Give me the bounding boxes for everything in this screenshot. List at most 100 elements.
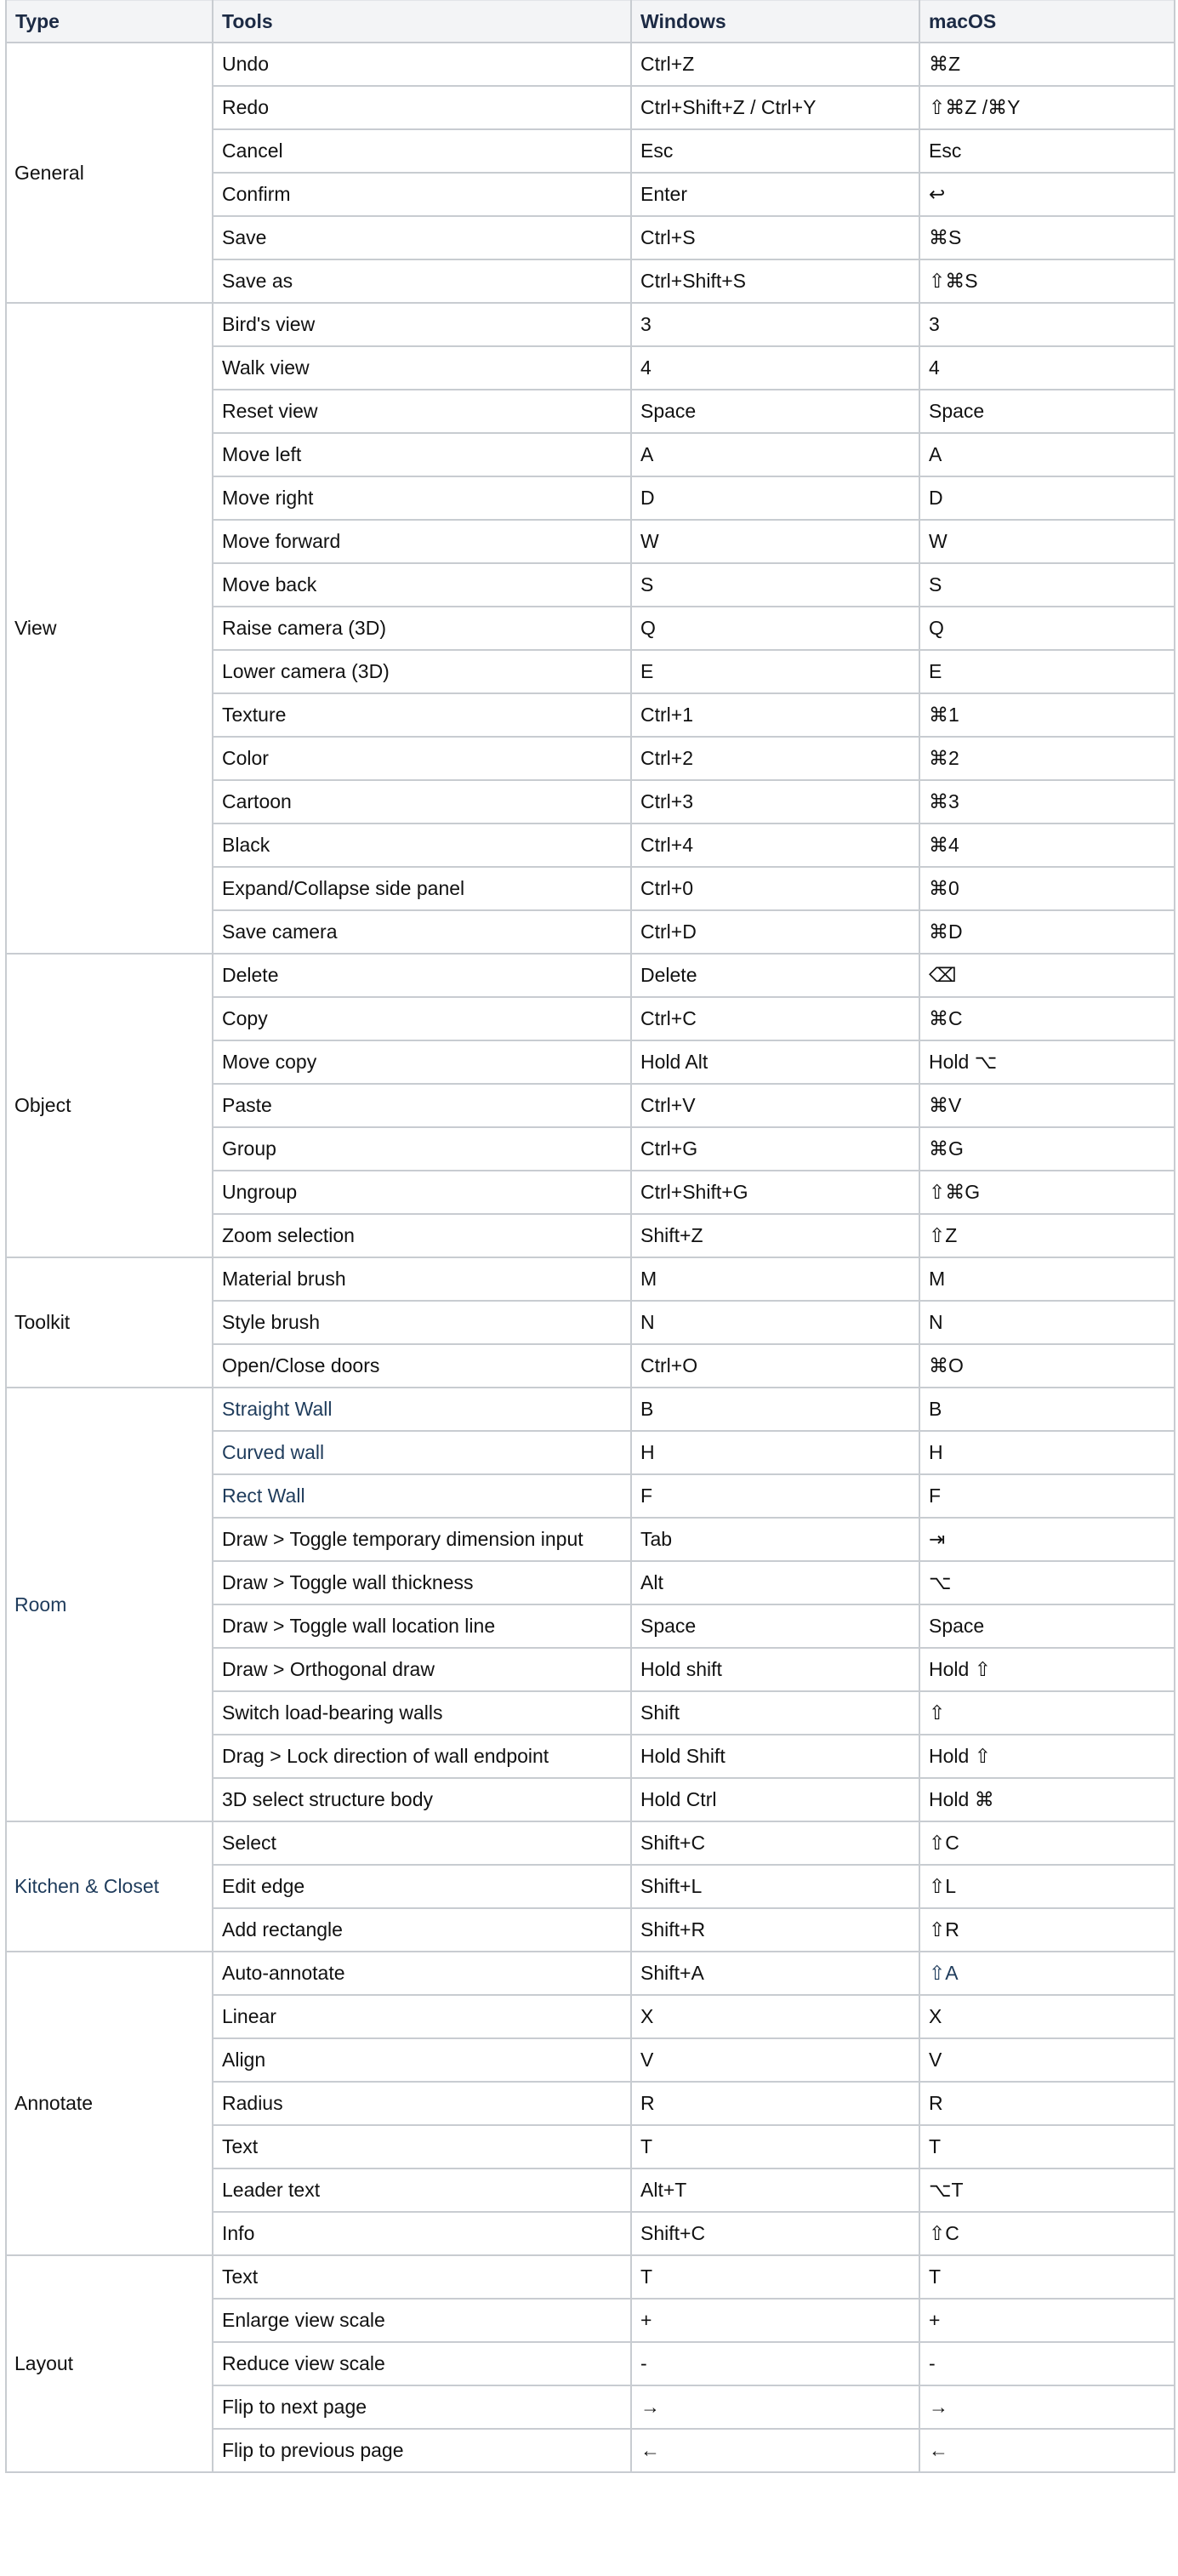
- windows-shortcut-cell: Ctrl+D: [630, 909, 920, 955]
- macos-shortcut-cell: ⌘4: [919, 823, 1175, 868]
- macos-shortcut-cell: ←: [919, 2428, 1175, 2473]
- windows-shortcut-cell: Ctrl+Shift+S: [630, 259, 920, 304]
- table-row: Texture Ctrl+1 ⌘1: [6, 692, 1175, 738]
- tool-cell: Lower camera (3D): [212, 649, 632, 694]
- tool-cell: Reset view: [212, 389, 632, 434]
- macos-shortcut-cell: Q: [919, 606, 1175, 651]
- macos-shortcut-cell: ⇧C: [919, 1821, 1175, 1866]
- tool-cell: Text: [212, 2124, 632, 2169]
- windows-shortcut-cell: D: [630, 476, 920, 521]
- table-row: Raise camera (3D) Q Q: [6, 606, 1175, 651]
- macos-shortcut-cell: 4: [919, 345, 1175, 390]
- tool-cell: Text: [212, 2254, 632, 2300]
- macos-shortcut-cell[interactable]: ⇧A: [919, 1951, 1175, 1996]
- tool-cell: Info: [212, 2211, 632, 2256]
- table-row: Edit edge Shift+L ⇧L: [6, 1864, 1175, 1909]
- macos-shortcut-cell: ⌘0: [919, 866, 1175, 911]
- macos-shortcut-cell: M: [919, 1257, 1175, 1302]
- tool-cell: Cartoon: [212, 779, 632, 824]
- tool-cell[interactable]: Straight Wall: [212, 1387, 632, 1432]
- macos-shortcut-cell: ⇧⌘Z /⌘Y: [919, 85, 1175, 130]
- macos-shortcut-cell: T: [919, 2124, 1175, 2169]
- tool-cell: Linear: [212, 1994, 632, 2039]
- table-row: Move copy Hold Alt Hold ⌥: [6, 1040, 1175, 1085]
- header-macos: macOS: [919, 0, 1175, 43]
- tool-cell: Ungroup: [212, 1170, 632, 1215]
- tool-cell: Zoom selection: [212, 1213, 632, 1258]
- tool-cell: Draw > Toggle wall thickness: [212, 1560, 632, 1605]
- macos-shortcut-cell: Hold ⇧: [919, 1647, 1175, 1692]
- macos-shortcut-cell: Hold ⌘: [919, 1777, 1175, 1822]
- macos-shortcut-cell: ⇥: [919, 1517, 1175, 1562]
- macos-shortcut-cell: A: [919, 432, 1175, 477]
- windows-shortcut-cell: Ctrl+O: [630, 1343, 920, 1388]
- type-cell: View: [5, 302, 213, 955]
- windows-shortcut-cell: Ctrl+C: [630, 996, 920, 1041]
- macos-shortcut-cell: ⇧R: [919, 1907, 1175, 1952]
- table-row: Walk view 4 4: [6, 345, 1175, 390]
- tool-cell: Flip to next page: [212, 2385, 632, 2430]
- table-row: Draw > Toggle wall thickness Alt ⌥: [6, 1560, 1175, 1605]
- macos-shortcut-cell: F: [919, 1473, 1175, 1519]
- macos-shortcut-cell: D: [919, 476, 1175, 521]
- table-row: Cartoon Ctrl+3 ⌘3: [6, 779, 1175, 824]
- type-cell[interactable]: Room: [5, 1387, 213, 1822]
- table-row: Drag > Lock direction of wall endpoint Ho…: [6, 1734, 1175, 1779]
- tool-cell: Move right: [212, 476, 632, 521]
- macos-shortcut-cell: +: [919, 2298, 1175, 2343]
- tool-cell: Radius: [212, 2081, 632, 2126]
- table-row: Rect Wall F F: [6, 1473, 1175, 1519]
- tool-cell: Save as: [212, 259, 632, 304]
- tool-cell: Undo: [212, 42, 632, 87]
- table-row: General Undo Ctrl+Z ⌘Z: [5, 42, 1175, 304]
- tool-cell: Paste: [212, 1083, 632, 1128]
- tool-cell: Flip to previous page: [212, 2428, 632, 2473]
- tool-cell: Move back: [212, 562, 632, 607]
- windows-shortcut-cell: Shift+A: [630, 1951, 920, 1996]
- windows-shortcut-cell: T: [630, 2254, 920, 2300]
- macos-shortcut-cell: ⌘D: [919, 909, 1175, 955]
- tool-cell: Align: [212, 2037, 632, 2083]
- type-cell[interactable]: Kitchen & Closet: [5, 1821, 213, 1952]
- tool-cell: Add rectangle: [212, 1907, 632, 1952]
- tool-cell: Walk view: [212, 345, 632, 390]
- table-row: Flip to previous page ← ←: [6, 2428, 1175, 2473]
- tool-cell: Drag > Lock direction of wall endpoint: [212, 1734, 632, 1779]
- tool-cell: Cancel: [212, 128, 632, 174]
- tool-cell: Expand/Collapse side panel: [212, 866, 632, 911]
- windows-shortcut-cell: Alt: [630, 1560, 920, 1605]
- windows-shortcut-cell: M: [630, 1257, 920, 1302]
- table-row: Confirm Enter ↩: [6, 172, 1175, 217]
- macos-shortcut-cell: ⌘3: [919, 779, 1175, 824]
- windows-shortcut-cell: Ctrl+S: [630, 215, 920, 260]
- windows-shortcut-cell: Shift+C: [630, 1821, 920, 1866]
- windows-shortcut-cell: Ctrl+1: [630, 692, 920, 738]
- windows-shortcut-cell: Tab: [630, 1517, 920, 1562]
- shortcuts-table: Type Tools Windows macOS General Undo Ctrl…: [5, 0, 1175, 2473]
- windows-shortcut-cell: Q: [630, 606, 920, 651]
- table-row: Style brush N N: [6, 1300, 1175, 1345]
- macos-shortcut-cell: H: [919, 1430, 1175, 1475]
- macos-shortcut-cell: T: [919, 2254, 1175, 2300]
- macos-shortcut-cell: ⌘O: [919, 1343, 1175, 1388]
- windows-shortcut-cell: Enter: [630, 172, 920, 217]
- table-row: Lower camera (3D) E E: [6, 649, 1175, 694]
- windows-shortcut-cell: Hold Alt: [630, 1040, 920, 1085]
- table-row: Align V V: [6, 2037, 1175, 2083]
- table-row: Ungroup Ctrl+Shift+G ⇧⌘G: [6, 1170, 1175, 1215]
- macos-shortcut-cell: ⇧L: [919, 1864, 1175, 1909]
- windows-shortcut-cell: Shift+C: [630, 2211, 920, 2256]
- tool-cell[interactable]: Curved wall: [212, 1430, 632, 1475]
- table-row: Reset view Space Space: [6, 389, 1175, 434]
- windows-shortcut-cell: Hold shift: [630, 1647, 920, 1692]
- table-row: Move right D D: [6, 476, 1175, 521]
- windows-shortcut-cell: F: [630, 1473, 920, 1519]
- macos-shortcut-cell: ⇧⌘G: [919, 1170, 1175, 1215]
- header-windows: Windows: [630, 0, 920, 43]
- table-row: Flip to next page → →: [6, 2385, 1175, 2430]
- tool-cell[interactable]: Rect Wall: [212, 1473, 632, 1519]
- macos-shortcut-cell: ⇧Z: [919, 1213, 1175, 1258]
- tool-cell: Style brush: [212, 1300, 632, 1345]
- table-row: Draw > Toggle wall location line Space Spa…: [6, 1604, 1175, 1649]
- tool-cell: Material brush: [212, 1257, 632, 1302]
